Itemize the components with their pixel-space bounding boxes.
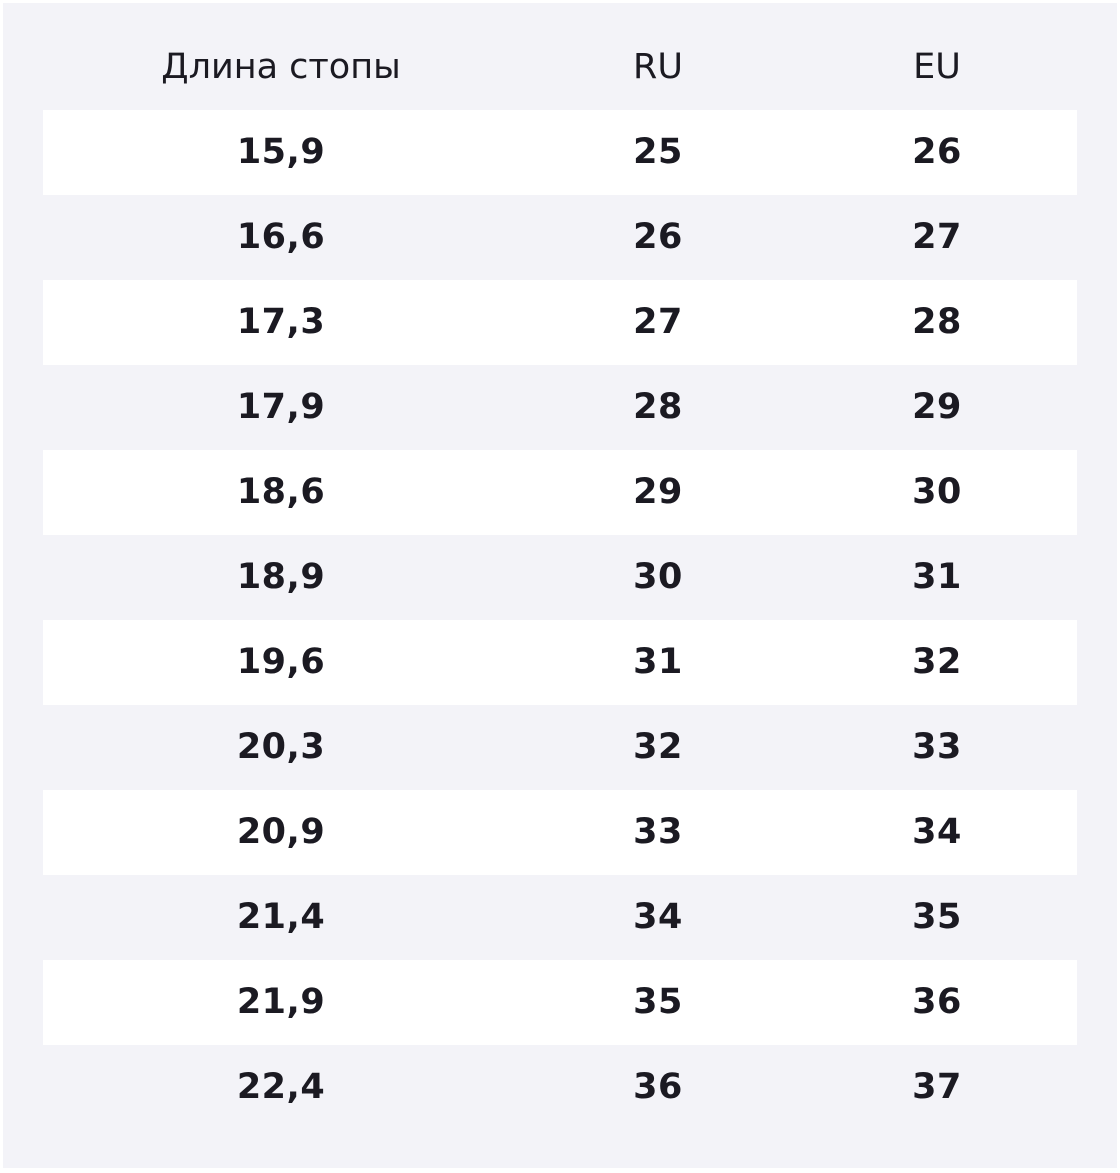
cell: 30: [912, 472, 962, 512]
table-row: 18,6 29 30: [43, 450, 1077, 535]
cell: 36: [912, 982, 962, 1022]
cell: 25: [633, 132, 683, 172]
cell: 21,4: [236, 897, 326, 937]
table-row: 15,9 25 26: [43, 110, 1077, 195]
cell: 17,3: [236, 302, 326, 342]
cell: EU: [913, 47, 961, 87]
size-table: Длина стопы RU EU 15,9 25 26 16,6 26 27 17,3 27 28 1…: [3, 3, 1117, 1168]
cell: 28: [912, 302, 962, 342]
cell: 27: [912, 217, 962, 257]
table-row: 21,9 35 36: [43, 960, 1077, 1045]
cell: 22,4: [236, 1067, 326, 1107]
cell: 17,9: [236, 387, 326, 427]
table-row: 17,9 28 29: [43, 365, 1077, 450]
cell: 26: [633, 217, 683, 257]
cell: 32: [633, 727, 683, 767]
cell: 30: [633, 557, 683, 597]
cell: 35: [633, 982, 683, 1022]
cell: 29: [633, 472, 683, 512]
cell: 18,9: [236, 557, 326, 597]
table-row: 22,4 36 37: [43, 1045, 1077, 1130]
table-row: 20,9 33 34: [43, 790, 1077, 875]
cell: 31: [633, 642, 683, 682]
cell: 16,6: [236, 217, 326, 257]
cell: 26: [912, 132, 962, 172]
cell: 19,6: [236, 642, 326, 682]
cell: 34: [912, 812, 962, 852]
cell: RU: [633, 47, 683, 87]
cell: 18,6: [236, 472, 326, 512]
cell: 15,9: [236, 132, 326, 172]
table-row: 21,4 34 35: [43, 875, 1077, 960]
table-row: 20,3 32 33: [43, 705, 1077, 790]
cell: Длина стопы: [161, 47, 401, 87]
cell: 34: [633, 897, 683, 937]
cell: 33: [912, 727, 962, 767]
cell: 20,3: [236, 727, 326, 767]
table-row: 18,9 30 31: [43, 535, 1077, 620]
header-row: Длина стопы RU EU: [43, 25, 1077, 110]
cell: 31: [912, 557, 962, 597]
table-row: 16,6 26 27: [43, 195, 1077, 280]
cell: 33: [633, 812, 683, 852]
table-row: 17,3 27 28: [43, 280, 1077, 365]
cell: 37: [912, 1067, 962, 1107]
cell: 35: [912, 897, 962, 937]
cell: 27: [633, 302, 683, 342]
cell: 29: [912, 387, 962, 427]
cell: 20,9: [236, 812, 326, 852]
table-row: 19,6 31 32: [43, 620, 1077, 705]
cell: 36: [633, 1067, 683, 1107]
cell: 32: [912, 642, 962, 682]
cell: 28: [633, 387, 683, 427]
cell: 21,9: [236, 982, 326, 1022]
